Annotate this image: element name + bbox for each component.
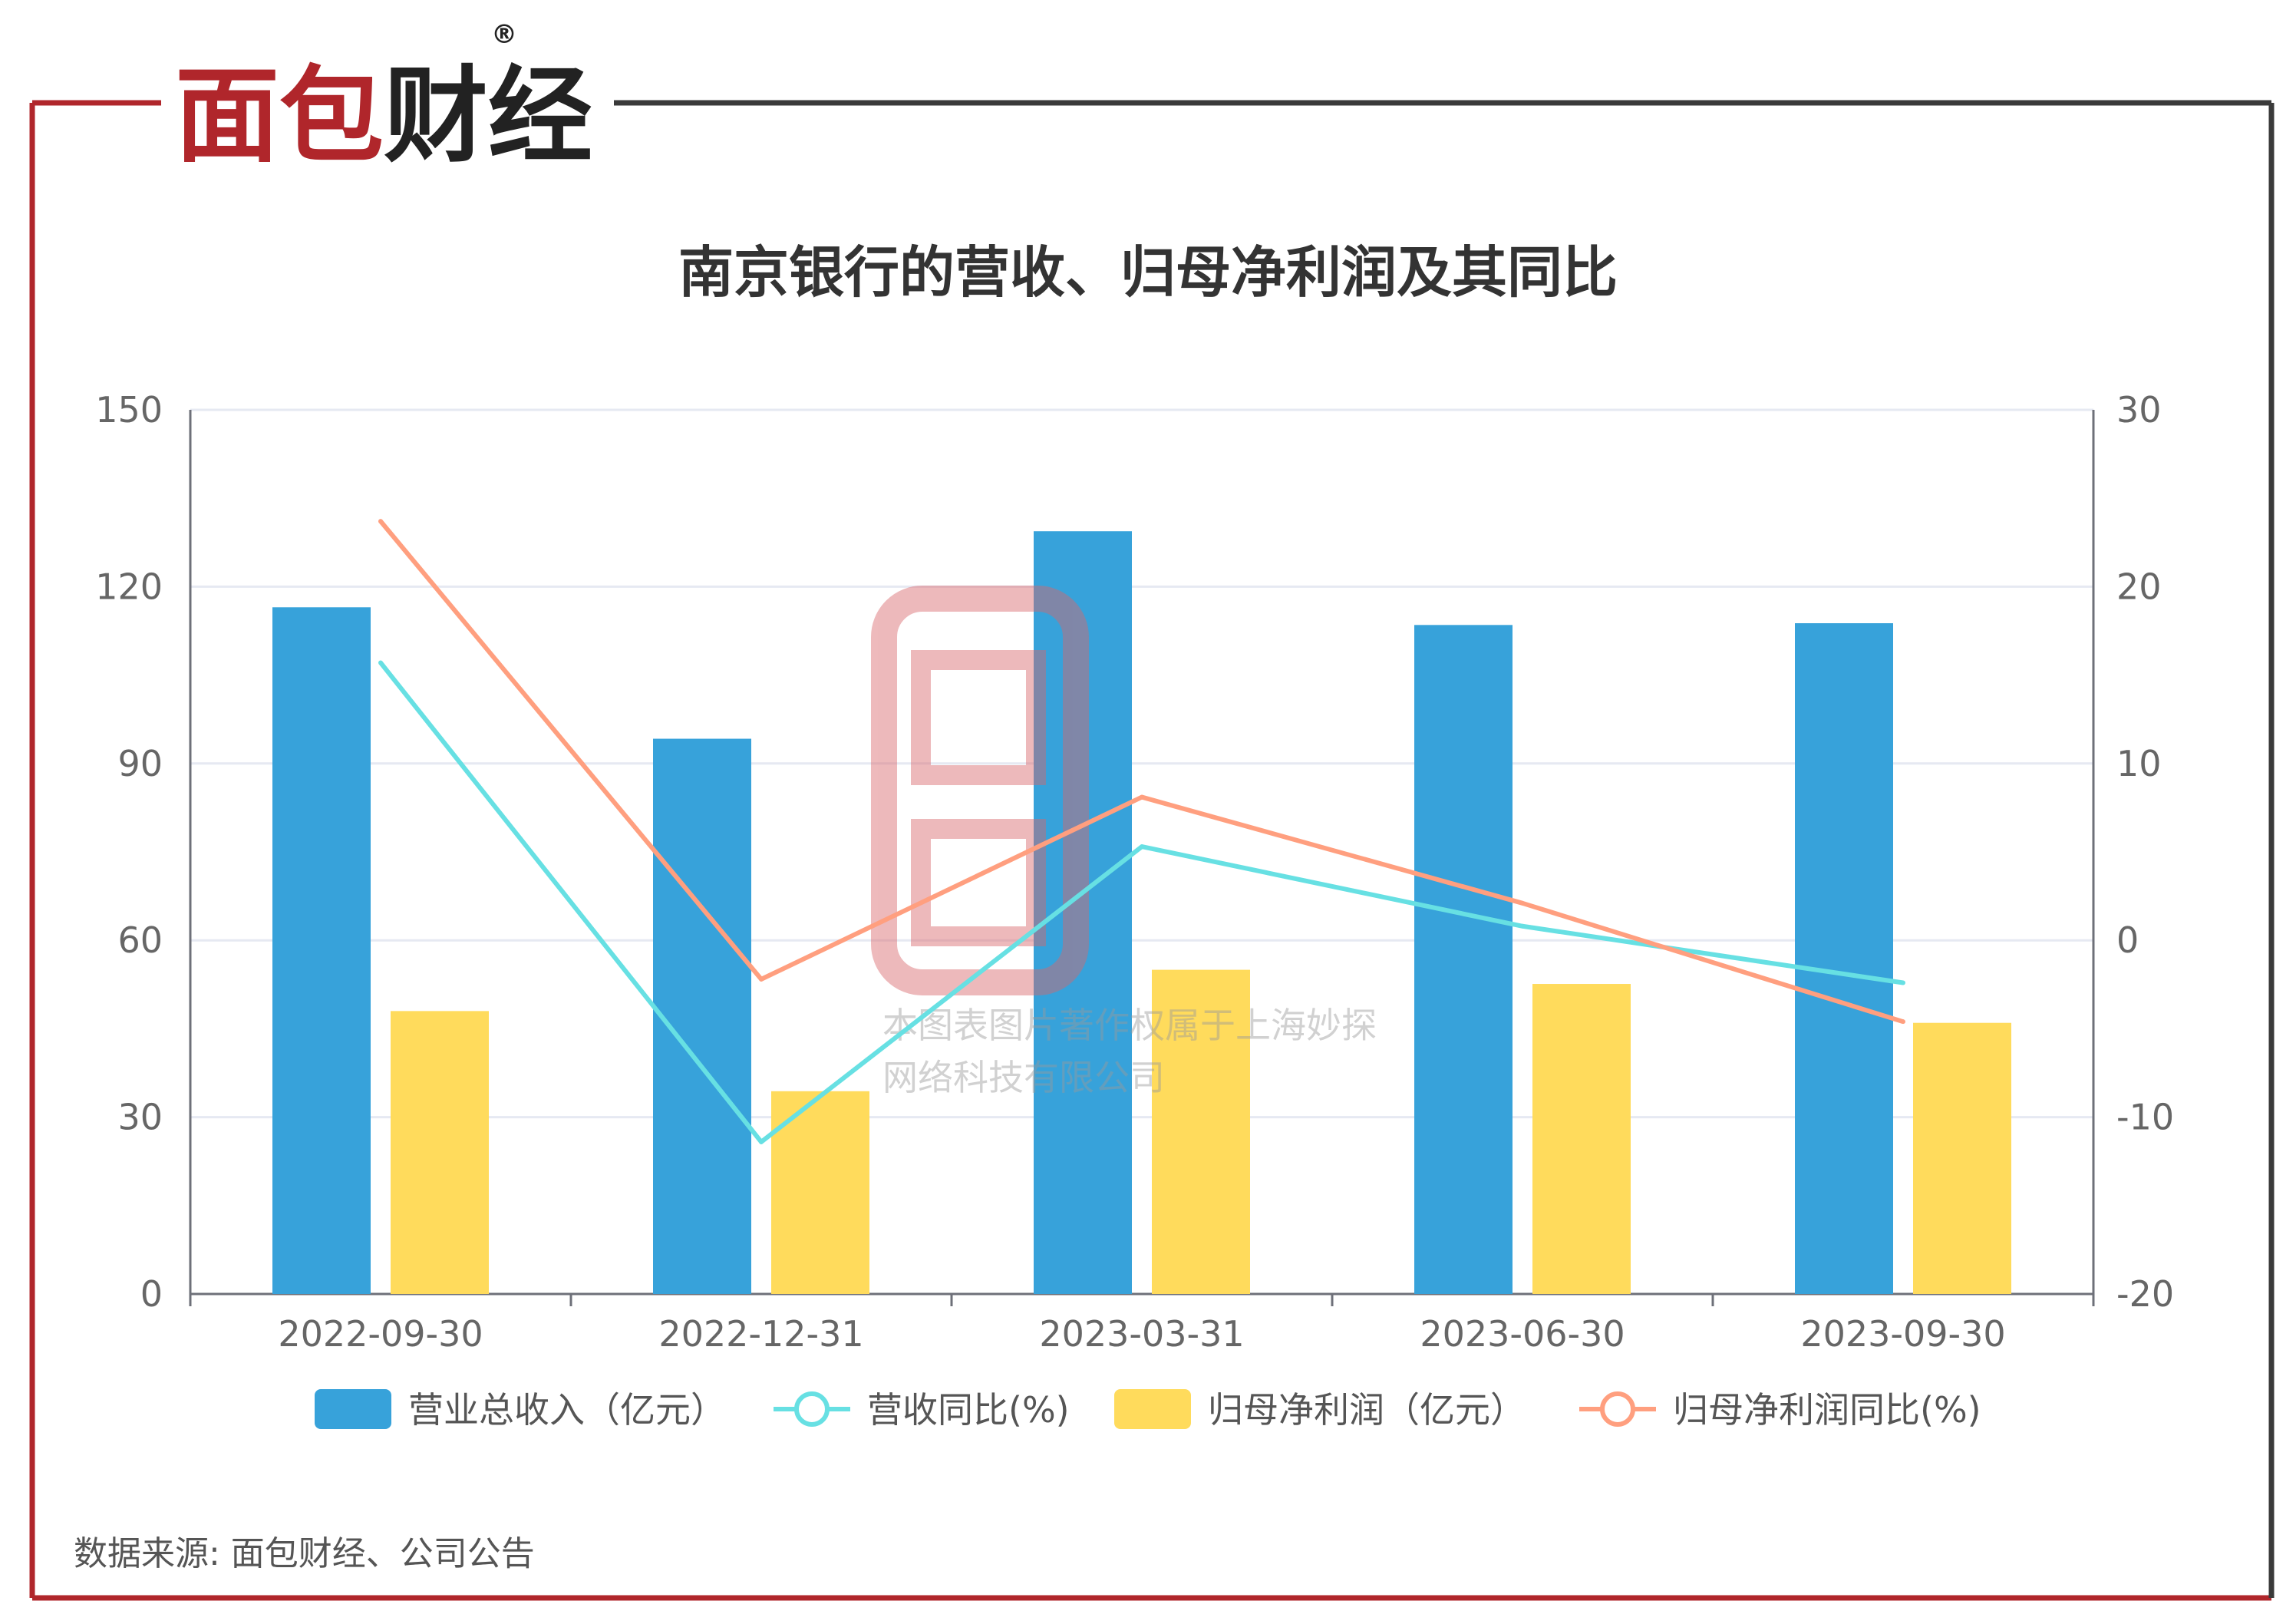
registered-mark: ®: [491, 19, 517, 50]
bar-revenue: [1034, 531, 1132, 1294]
bar-net-profit: [391, 1011, 489, 1294]
y-left-tick-label: 120: [95, 566, 163, 607]
bar-net-profit: [1913, 1022, 2011, 1294]
x-tick-label: 2023-03-31: [1039, 1313, 1244, 1355]
y-right-tick-label: 10: [2116, 743, 2162, 784]
x-tick-label: 2022-09-30: [278, 1313, 483, 1355]
legend-label: 归母净利润同比(%): [1673, 1389, 1981, 1431]
y-left-tick-label: 150: [95, 389, 163, 431]
y-left-tick-label: 60: [117, 919, 163, 961]
brand-logo: 面包 财经 ®: [175, 19, 592, 177]
line-point-revenue-yoy: [1901, 980, 1905, 985]
y-left-tick-label: 30: [117, 1097, 163, 1138]
line-point-net-profit-yoy: [1140, 794, 1144, 800]
legend-label: 营业总收入（亿元）: [408, 1389, 726, 1431]
y-left-tick-label: 90: [117, 743, 163, 784]
bar-net-profit: [1152, 969, 1250, 1294]
legend-item: 营业总收入（亿元）: [315, 1389, 726, 1431]
bar-revenue: [1414, 625, 1513, 1294]
watermark-logo-shape: [911, 819, 1046, 946]
watermark-text-line-2: 网络科技有限公司: [882, 1057, 1165, 1098]
y-right-tick-label: -20: [2116, 1273, 2174, 1315]
watermark-logo-shape: [871, 586, 1089, 995]
legend-item: 归母净利润（亿元）: [1114, 1389, 1526, 1431]
y-right-tick-label: 0: [2116, 919, 2139, 961]
line-point-net-profit-yoy: [1901, 1019, 1905, 1025]
bar-revenue: [1795, 623, 1893, 1294]
y-left-tick-label: 0: [140, 1273, 163, 1315]
y-right-tick-label: 20: [2116, 566, 2162, 607]
bar-revenue: [272, 607, 371, 1294]
bar-net-profit: [771, 1091, 869, 1294]
line-point-revenue-yoy: [1520, 923, 1525, 929]
logo-mark: 面包: [175, 56, 384, 177]
x-tick-label: 2023-06-30: [1420, 1313, 1625, 1355]
line-point-net-profit-yoy: [759, 976, 764, 982]
legend-swatch-bar: [1114, 1389, 1191, 1429]
logo-mark-2: 财经: [384, 56, 592, 177]
watermark-logo-shape: [911, 650, 1046, 785]
line-point-revenue-yoy: [1140, 844, 1144, 850]
line-point-net-profit-yoy: [378, 519, 383, 524]
watermark-text-line-1: 本图表图片著作权属于上海妙探: [882, 1005, 1377, 1046]
bar-net-profit: [1532, 984, 1631, 1294]
y-right-tick-label: -10: [2116, 1097, 2174, 1138]
y-right-tick-label: 30: [2116, 389, 2162, 431]
legend-item: 营收同比(%): [774, 1389, 1070, 1431]
chart-title: 南京银行的营收、归母净利润及其同比: [678, 240, 1618, 305]
data-source: 数据来源: 面包财经、公司公告: [74, 1534, 535, 1573]
legend-label: 归母净利润（亿元）: [1208, 1389, 1526, 1431]
legend-label: 营收同比(%): [867, 1389, 1070, 1431]
line-point-revenue-yoy: [378, 660, 383, 665]
legend-swatch-marker: [794, 1391, 830, 1427]
x-tick-label: 2023-09-30: [1800, 1313, 2005, 1355]
legend-item: 归母净利润同比(%): [1579, 1389, 1981, 1431]
line-point-revenue-yoy: [759, 1139, 764, 1144]
x-tick-label: 2022-12-31: [658, 1313, 863, 1355]
bar-revenue: [653, 738, 751, 1294]
line-point-net-profit-yoy: [1520, 900, 1525, 906]
legend-swatch-marker: [1600, 1391, 1635, 1427]
legend-swatch-bar: [315, 1389, 391, 1429]
